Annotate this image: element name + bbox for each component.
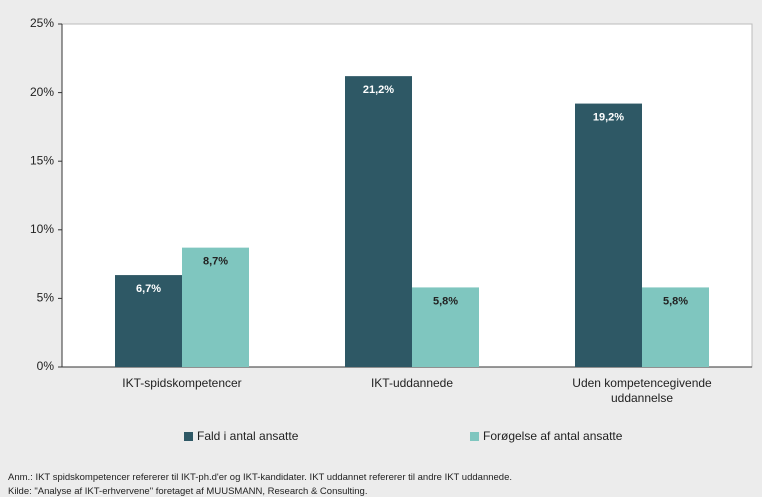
x-tick-label: Uden kompetencegivende uddannelse: [572, 376, 712, 405]
y-tick-label: 10%: [30, 222, 54, 236]
y-tick-label: 20%: [30, 85, 54, 99]
data-label: 19,2%: [593, 111, 624, 123]
bar: [575, 103, 642, 368]
data-label: 8,7%: [203, 256, 228, 268]
bar: [642, 287, 709, 367]
y-tick-label: 5%: [37, 291, 55, 305]
bar: [115, 275, 182, 367]
legend-swatch: [470, 432, 479, 441]
data-label: 5,8%: [663, 295, 688, 307]
data-label: 6,7%: [136, 283, 161, 295]
data-label: 5,8%: [433, 295, 458, 307]
legend-label: Forøgelse af antal ansatte: [483, 429, 623, 443]
bar: [345, 76, 412, 368]
data-label: 21,2%: [363, 84, 394, 96]
note: Anm.: IKT spidskompetencer refererer til…: [8, 472, 513, 483]
x-tick-label: IKT-spidskompetencer: [122, 376, 242, 390]
note: Kilde: "Analyse af IKT-erhvervene" foret…: [8, 486, 368, 497]
x-tick-label: IKT-uddannede: [370, 376, 454, 390]
y-tick-label: 0%: [37, 359, 55, 373]
legend-swatch: [184, 432, 193, 441]
y-tick-label: 25%: [30, 16, 54, 30]
bar: [412, 287, 479, 367]
y-tick-label: 15%: [30, 153, 54, 167]
legend-label: Fald i antal ansatte: [197, 429, 299, 443]
bar: [182, 247, 249, 367]
